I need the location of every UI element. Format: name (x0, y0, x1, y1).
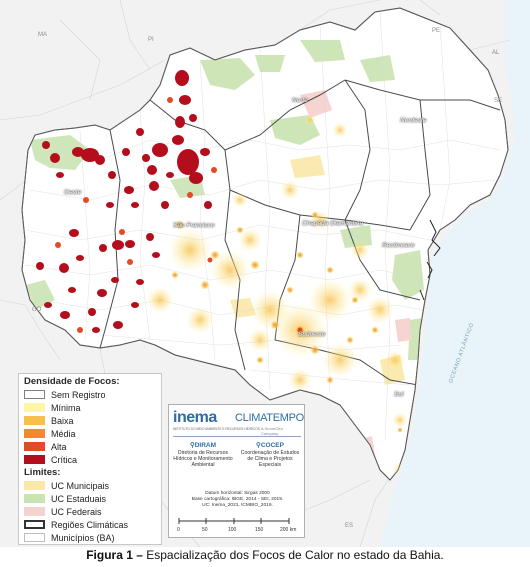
scale-tick-label: 200 km (280, 527, 297, 533)
legend-item-baixa: Baixa (24, 415, 74, 426)
legend-item-minima: Mínima (24, 402, 81, 413)
cocep-block: ⚲COCEP Coordenação de Estudos de Clima e… (239, 441, 301, 468)
scale-bar (178, 518, 290, 524)
info-box: inema CLIMATEMPO INSTITUTO DO MEIO AMBIE… (168, 404, 305, 538)
legend-swatch (24, 429, 45, 438)
legend-swatch (24, 533, 45, 542)
pin-icon: ⚲ (189, 442, 195, 449)
legend-limits-title: Limites: (24, 467, 61, 478)
legend-item-uc-municipais: UC Municipais (24, 480, 109, 491)
diram-block: ⚲DIRAM Diretoria de Recursos Hídricos e … (172, 441, 234, 468)
legend-swatch (24, 455, 45, 464)
datum-block: Datum horizontal: Sirgas 2000 Base carto… (173, 491, 302, 509)
caption-text: Espacialização dos Focos de Calor no est… (142, 548, 444, 562)
legend-item-municipios: Municípios (BA) (24, 532, 115, 543)
legend-swatch (24, 390, 45, 399)
caption-prefix: Figura 1 – (86, 548, 143, 562)
state-label-pi: PI (148, 37, 154, 43)
legend-label: UC Estaduais (51, 493, 107, 504)
legend-item-uc-federais: UC Federais (24, 506, 102, 517)
datum-line: Base cartográfica: IBGE, 2014 - SEI, 201… (191, 497, 284, 502)
legend-label: Regiões Climáticas (51, 519, 129, 530)
legend-item-media: Média (24, 428, 76, 439)
state-label-pe: PE (432, 28, 441, 34)
diram-title: ⚲DIRAM (189, 442, 217, 449)
legend-title: Densidade de Focos: (24, 376, 120, 387)
logo-subtitle: INSTITUTO DO MEIO AMBIENTE E RECURSOS HÍ… (173, 427, 260, 431)
legend-item-sem-registro: Sem Registro (24, 389, 106, 400)
logo-inema: inema (173, 409, 217, 426)
logo-divider (173, 436, 301, 437)
diram-description: Diretoria de Recursos Hídricos e Monitor… (173, 450, 233, 468)
legend-swatch (24, 481, 45, 490)
datum-line: Datum horizontal: Sirgas 2000 (205, 491, 270, 496)
legend-item-regioes: Regiões Climáticas (24, 519, 128, 530)
state-label-se: SE (494, 98, 503, 104)
legend-swatch (24, 442, 45, 451)
legend-label: Crítica (51, 454, 78, 465)
legend-label: Mínima (51, 402, 81, 413)
state-label-ma: MA (38, 32, 47, 38)
datum-line: UC: Inema_2021, ICMBIO_2019. (202, 503, 273, 508)
region-label-sao-francisco: São Francisco (173, 222, 215, 229)
legend-label: Sem Registro (51, 389, 106, 400)
logo-climatempo: CLIMATEMPO (235, 412, 304, 424)
region-label-oeste: Oeste (64, 189, 82, 196)
region-label-nordeste: Nordeste (400, 117, 427, 124)
legend-box: Densidade de Focos: Sem Registro Mínima … (18, 373, 162, 545)
region-label-norte: Norte (292, 97, 308, 104)
state-label-es: ES (345, 523, 354, 529)
region-label-reconcavo: Recôncavo (382, 242, 415, 249)
pin-icon: ⚲ (256, 442, 261, 449)
cocep-title: ⚲COCEP (256, 442, 284, 449)
legend-label: UC Federais (51, 506, 102, 517)
legend-swatch (24, 403, 45, 412)
region-label-chapada: Chapada Diamantina (302, 220, 364, 227)
inema-climatempo-logo: inema CLIMATEMPO INSTITUTO DO MEIO AMBIE… (173, 408, 304, 436)
bahia-outline (21, 7, 509, 481)
scale-tick-label: 100 (228, 527, 237, 533)
scale-tick-label: 0 (177, 527, 180, 533)
legend-item-alta: Alta (24, 441, 67, 452)
legend-item-uc-estaduais: UC Estaduais (24, 493, 106, 504)
legend-label: Média (51, 428, 76, 439)
scale-tick-label: 50 (202, 527, 208, 533)
cocep-description: Coordenação de Estudos de Clima e Projet… (240, 450, 300, 468)
legend-label: UC Municipais (51, 480, 110, 491)
legend-swatch (24, 416, 45, 425)
state-label-go: GO (32, 307, 42, 313)
legend-swatch (24, 494, 45, 503)
map-frame: MA PI PE AL SE GO MG ES Norte Nordeste O… (0, 0, 530, 547)
region-label-sul: Sul (394, 391, 404, 398)
region-label-sudoeste: Sudoeste (298, 331, 326, 338)
figure-caption: Figura 1 – Espacialização dos Focos de C… (0, 548, 530, 562)
legend-swatch (24, 520, 45, 529)
state-label-al: AL (492, 50, 500, 56)
scale-tick-label: 150 (255, 527, 264, 533)
legend-label: Municípios (BA) (51, 532, 115, 543)
legend-item-critica: Crítica (24, 454, 77, 465)
legend-swatch (24, 507, 45, 516)
coastline-detail (419, 219, 441, 301)
logo-tagline: A StormGeo Company (261, 426, 283, 436)
legend-label: Baixa (51, 415, 74, 426)
legend-label: Alta (51, 441, 67, 452)
